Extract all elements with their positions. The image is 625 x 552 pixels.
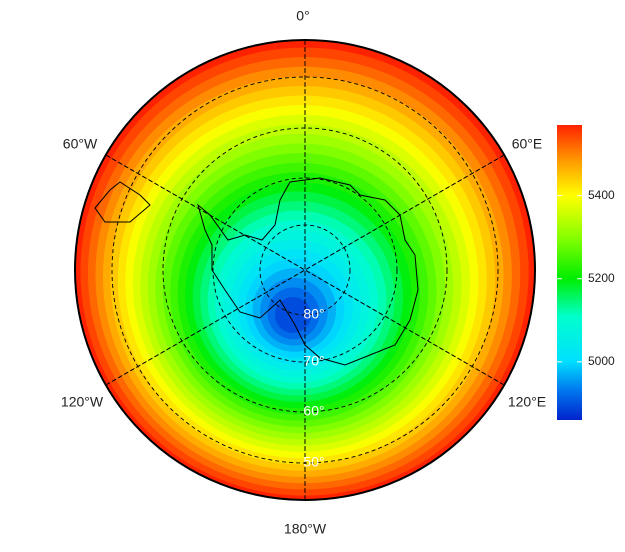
colorbar-ticks: 5000 5200 5400 <box>557 188 615 368</box>
meridian-label: 180°W <box>284 521 327 537</box>
height-field <box>75 40 535 500</box>
latitude-label: 70° <box>303 353 324 369</box>
meridian-label: 120°E <box>508 394 546 410</box>
colorbar-tick-label: 5400 <box>588 188 615 202</box>
latitude-label: 60° <box>303 403 324 419</box>
meridian-label: 60°W <box>63 136 98 152</box>
colorbar-tick-label: 5200 <box>588 271 615 285</box>
latitude-label: 50° <box>303 454 324 470</box>
map-border <box>74 39 536 501</box>
south-america-tip <box>94 181 151 223</box>
colorbar-tick-label: 5000 <box>588 354 615 368</box>
graticule <box>105 40 505 500</box>
meridian-label: 0° <box>296 8 309 24</box>
latitude-label: 80° <box>303 306 324 322</box>
meridian-label: 60°E <box>512 136 543 152</box>
meridian-label: 120°W <box>61 394 104 410</box>
lat-circle <box>212 177 398 363</box>
colorbar <box>557 125 582 420</box>
